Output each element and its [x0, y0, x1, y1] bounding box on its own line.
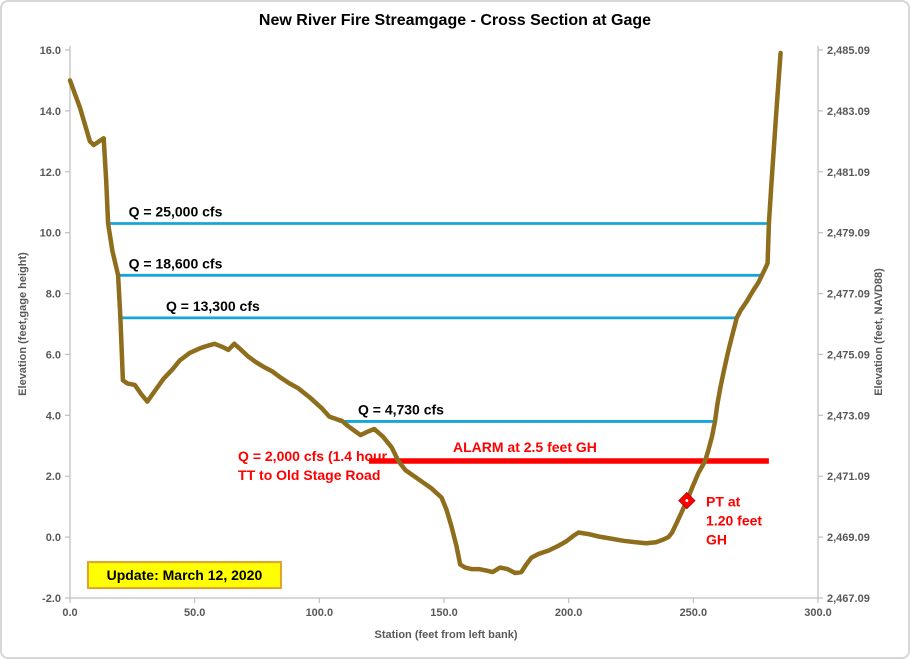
x-tick-label: 0.0	[62, 607, 77, 619]
water-level-label: Q = 4,730 cfs	[358, 401, 444, 417]
x-tick-label: 100.0	[306, 607, 334, 619]
pt-marker-label-line: 1.20 feet	[706, 513, 762, 529]
water-level-label: Q = 25,000 cfs	[129, 204, 223, 220]
y-left-tick-label: 0.0	[46, 532, 61, 544]
y-left-tick-label: 8.0	[46, 289, 61, 301]
x-tick-label: 150.0	[430, 607, 458, 619]
y-left-tick-label: 14.0	[40, 106, 61, 118]
y-right-tick-label: 2,483.09	[827, 106, 870, 118]
y-right-tick-label: 2,475.09	[827, 349, 870, 361]
y-right-tick-label: 2,467.09	[827, 593, 870, 605]
update-note-box	[86, 561, 282, 590]
y-left-tick-label: 16.0	[40, 45, 61, 57]
x-tick-label: 300.0	[804, 607, 832, 619]
y-left-tick-label: -2.0	[42, 593, 61, 605]
y-left-tick-label: 12.0	[40, 167, 61, 179]
flow-note-line: TT to Old Stage Road	[238, 467, 380, 483]
y-right-tick-label: 2,473.09	[827, 410, 870, 422]
x-tick-label: 200.0	[555, 607, 583, 619]
pt-marker-label-line: GH	[706, 532, 727, 548]
x-tick-label: 250.0	[680, 607, 708, 619]
update-note-label: Update: March 12, 2020	[107, 567, 263, 583]
alarm-label: ALARM at 2.5 feet GH	[453, 439, 597, 455]
y-right-tick-label: 2,485.09	[827, 45, 870, 57]
x-tick-label: 50.0	[184, 607, 205, 619]
x-axis-title: Station (feet from left bank)	[374, 629, 518, 641]
flow-note-line: Q = 2,000 cfs (1.4 hour	[238, 448, 388, 464]
pt-marker-center-dot	[685, 499, 689, 502]
y-right-tick-label: 2,471.09	[827, 471, 870, 483]
y-right-tick-label: 2,479.09	[827, 228, 870, 240]
y-right-tick-label: 2,469.09	[827, 532, 870, 544]
y-left-tick-label: 4.0	[46, 410, 61, 422]
chart-title: New River Fire Streamgage - Cross Sectio…	[258, 12, 652, 29]
y-left-tick-label: 6.0	[46, 349, 61, 361]
y-right-tick-label: 2,477.09	[827, 289, 870, 301]
y-left-tick-label: 10.0	[40, 228, 61, 240]
cross-section-profile-line	[67, 50, 783, 576]
water-level-label: Q = 13,300 cfs	[166, 298, 260, 314]
y-right-tick-label: 2,481.09	[827, 167, 870, 179]
y-left-tick-label: 2.0	[46, 471, 61, 483]
water-level-label: Q = 18,600 cfs	[129, 255, 223, 271]
pt-marker-label-line: PT at	[706, 494, 741, 510]
